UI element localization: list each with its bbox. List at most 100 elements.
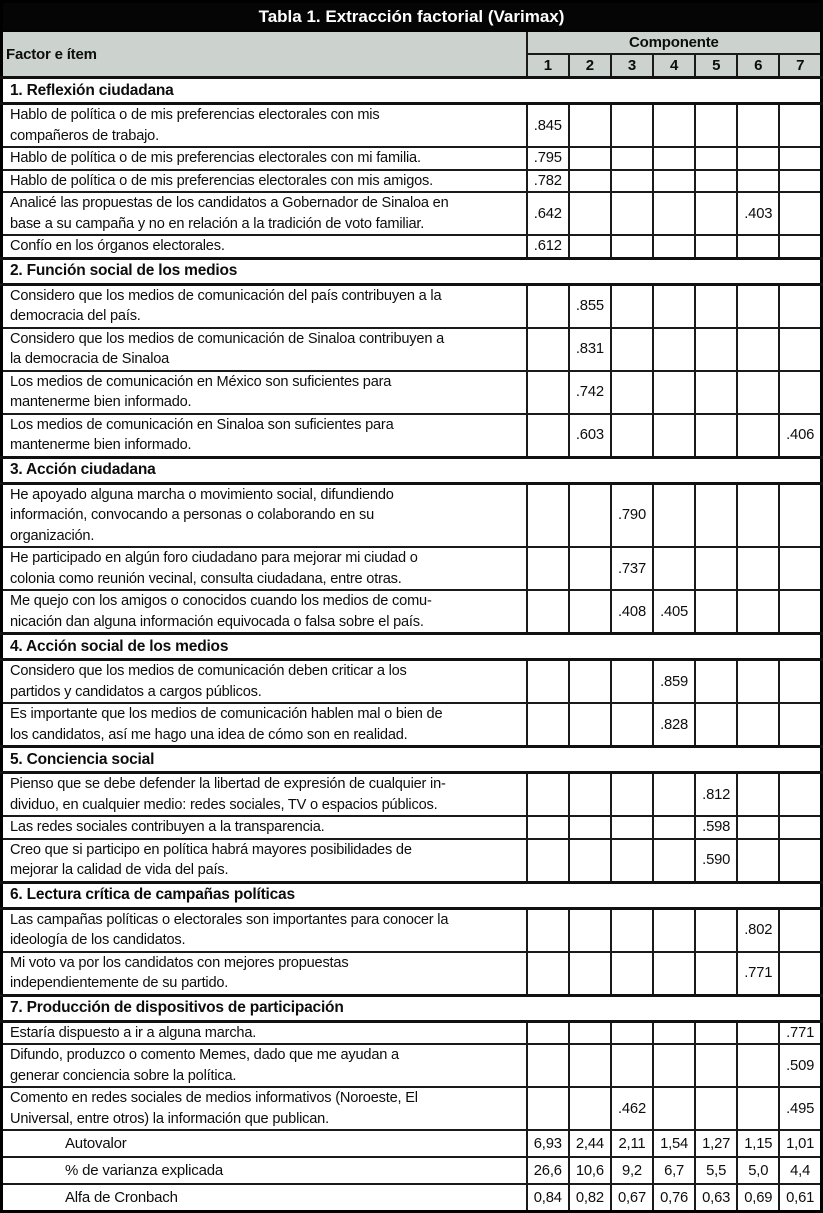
loading-value (736, 771, 781, 817)
section-row: 7. Producción de dispositivos de partici… (0, 993, 823, 1023)
loading-value (736, 482, 781, 548)
item-row: Es importante que los medios de comunica… (0, 702, 823, 748)
summary-value: 5,0 (736, 1156, 781, 1185)
loading-value (525, 1043, 570, 1088)
item-row: Pienso que se debe defender la libertad … (0, 771, 823, 817)
loading-value: .802 (736, 907, 781, 953)
loading-value (778, 168, 823, 193)
loading-value (736, 546, 781, 591)
summary-value: 0,82 (567, 1183, 612, 1213)
component-number-header: 5 (694, 53, 739, 79)
loading-value (525, 369, 570, 415)
item-row: Los medios de comunicación en México son… (0, 369, 823, 415)
item-text: Pienso que se debe defender la libertad … (0, 771, 528, 817)
loading-value (525, 589, 570, 635)
item-text: Comento en redes sociales de medios info… (0, 1086, 528, 1131)
summary-label: Autovalor (0, 1129, 528, 1158)
loading-value: .812 (694, 771, 739, 817)
column-header-factor-item: Factor e ítem (0, 30, 528, 79)
summary-value: 1,15 (736, 1129, 781, 1158)
loading-value (567, 1086, 612, 1131)
loading-value: .603 (567, 412, 612, 458)
loading-value: .782 (525, 168, 570, 193)
item-row: Los medios de comunicación en Sinaloa so… (0, 412, 823, 458)
loading-value (652, 837, 697, 883)
loading-value: .742 (567, 369, 612, 415)
loading-value (652, 546, 697, 591)
loading-value (652, 950, 697, 996)
loading-value (652, 326, 697, 372)
loading-value (525, 837, 570, 883)
loading-value (694, 146, 739, 171)
item-text: He apoyado alguna marcha o movimiento so… (0, 482, 528, 548)
item-text: Los medios de comunicación en México son… (0, 369, 528, 415)
loading-value (525, 815, 570, 840)
summary-value: 4,4 (778, 1156, 823, 1185)
summary-value: 1,27 (694, 1129, 739, 1158)
item-row: Analicé las propuestas de los candidatos… (0, 191, 823, 236)
loading-value (567, 482, 612, 548)
loading-value: .405 (652, 589, 697, 635)
section-header-label: 6. Lectura crítica de campañas políticas (0, 880, 823, 910)
loading-value (778, 146, 823, 171)
item-text: Confío en los órganos electorales. (0, 234, 528, 259)
loading-value (567, 191, 612, 236)
loading-value (736, 369, 781, 415)
header-row: Factor e ítem Componente (0, 30, 823, 79)
item-text: Creo que si participo en política habrá … (0, 837, 528, 883)
loading-value (736, 283, 781, 329)
loading-value (567, 546, 612, 591)
column-header-componente: Componente (525, 30, 823, 55)
summary-value: 1,01 (778, 1129, 823, 1158)
loading-value (694, 546, 739, 591)
item-row: Hablo de política o de mis preferencias … (0, 102, 823, 148)
item-row: Estaría dispuesto a ir a alguna marcha. … (0, 1020, 823, 1045)
loading-value (736, 702, 781, 748)
item-text: Considero que los medios de comunicación… (0, 283, 528, 329)
loading-value (525, 950, 570, 996)
loading-value (736, 658, 781, 704)
loading-value: .495 (778, 1086, 823, 1131)
loading-value (652, 907, 697, 953)
loading-value (609, 658, 655, 704)
summary-value: 0,84 (525, 1183, 570, 1213)
loading-value (736, 412, 781, 458)
loading-value (567, 907, 612, 953)
loading-value: .642 (525, 191, 570, 236)
item-text: Difundo, produzco o comento Memes, dado … (0, 1043, 528, 1088)
loading-value (694, 283, 739, 329)
loading-value (525, 546, 570, 591)
loading-value (567, 771, 612, 817)
item-row: Me quejo con los amigos o conocidos cuan… (0, 589, 823, 635)
loading-value (652, 283, 697, 329)
loading-value: .598 (694, 815, 739, 840)
loading-value (694, 326, 739, 372)
item-text: Hablo de política o de mis preferencias … (0, 146, 528, 171)
summary-value: 0,61 (778, 1183, 823, 1213)
summary-value: 26,6 (525, 1156, 570, 1185)
loading-value: .859 (652, 658, 697, 704)
component-number-header: 6 (736, 53, 781, 79)
section-row: 4. Acción social de los medios (0, 632, 823, 661)
loading-value (778, 283, 823, 329)
section-header-label: 2. Función social de los medios (0, 256, 823, 286)
loading-value (609, 234, 655, 259)
loading-value (694, 589, 739, 635)
loading-value: .828 (652, 702, 697, 748)
loading-value (609, 837, 655, 883)
loading-value (736, 1020, 781, 1045)
loading-value (652, 146, 697, 171)
loading-value (694, 482, 739, 548)
loading-value (525, 658, 570, 704)
loading-value (736, 815, 781, 840)
item-text: Mi voto va por los candidatos con mejore… (0, 950, 528, 996)
loading-value (694, 234, 739, 259)
loading-value (778, 837, 823, 883)
loading-value (778, 589, 823, 635)
loading-value: .771 (778, 1020, 823, 1045)
component-number-header: 3 (609, 53, 655, 79)
item-text: Es importante que los medios de comunica… (0, 702, 528, 748)
loading-value (652, 234, 697, 259)
item-row: Mi voto va por los candidatos con mejore… (0, 950, 823, 996)
loading-value (609, 412, 655, 458)
